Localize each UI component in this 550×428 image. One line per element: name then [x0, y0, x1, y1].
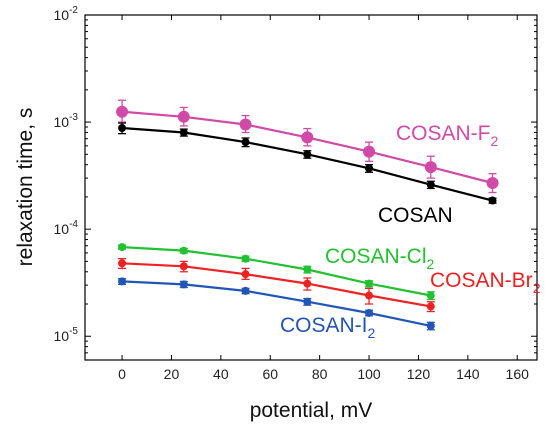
- data-point: [179, 262, 188, 271]
- y-tick-exponent: -5: [69, 326, 78, 337]
- data-point: [118, 259, 127, 268]
- series-label: COSAN: [378, 204, 453, 227]
- plot-area-border: [84, 14, 538, 361]
- series-group: [116, 99, 499, 194]
- data-point: [424, 161, 437, 174]
- data-point: [118, 243, 127, 252]
- series-layer: [116, 99, 499, 331]
- x-tick-label: 140: [456, 366, 480, 382]
- data-point: [179, 246, 188, 255]
- x-tick-label: 160: [506, 366, 530, 382]
- data-point: [239, 118, 252, 131]
- series-label: COSAN-I2: [280, 314, 376, 341]
- series-label-subscript: 2: [533, 280, 541, 296]
- series-group: [118, 277, 435, 331]
- x-tick-label: 0: [118, 366, 126, 382]
- x-tick-label: 40: [213, 366, 229, 382]
- x-tick-label: 120: [407, 366, 431, 382]
- data-point: [365, 164, 374, 173]
- series-label-base: COSAN-I: [280, 314, 368, 337]
- data-point: [426, 321, 435, 330]
- y-tick-base: 10: [54, 114, 70, 130]
- data-point: [179, 280, 188, 289]
- series-label: COSAN-F2: [396, 122, 499, 149]
- series-group: [118, 243, 435, 301]
- y-tick-base: 10: [54, 221, 70, 237]
- y-tick-label: 10-4: [54, 219, 79, 237]
- series-label-base: COSAN-Cl: [325, 245, 427, 268]
- x-axis-title: potential, mV: [250, 399, 373, 422]
- series-label-base: COSAN-Br: [430, 269, 533, 292]
- series-line: [121, 280, 432, 327]
- data-point: [426, 291, 435, 300]
- series-line: [121, 262, 431, 308]
- series-label-subscript: 2: [427, 256, 435, 272]
- data-point: [118, 277, 127, 286]
- series-label-base: COSAN: [378, 204, 453, 227]
- data-point: [303, 150, 312, 159]
- data-point: [241, 138, 250, 147]
- y-axis-title: relaxation time, s: [14, 108, 37, 267]
- y-tick-label: 10-3: [54, 112, 79, 130]
- data-point: [303, 279, 312, 288]
- series-label-base: COSAN-F: [396, 122, 491, 145]
- data-point: [488, 196, 497, 205]
- data-point: [426, 180, 435, 189]
- y-tick-base: 10: [54, 7, 70, 23]
- y-tick-exponent: -4: [69, 219, 78, 230]
- data-point: [303, 265, 312, 274]
- data-point: [116, 105, 129, 118]
- series-label: COSAN-Br2: [430, 269, 541, 296]
- series-label: COSAN-Cl2: [325, 245, 435, 272]
- y-tick-base: 10: [54, 328, 70, 344]
- data-point: [118, 124, 127, 133]
- data-point: [177, 110, 190, 123]
- y-tick-label: 10-5: [54, 326, 79, 344]
- data-point: [426, 302, 435, 311]
- data-point: [303, 297, 312, 306]
- x-tick-label: 80: [312, 366, 328, 382]
- data-point: [301, 131, 314, 144]
- plot-frame-layer: [84, 14, 538, 361]
- x-tick-label: 100: [357, 366, 381, 382]
- data-point: [365, 279, 374, 288]
- data-point: [179, 128, 188, 137]
- y-tick-exponent: -2: [69, 5, 78, 16]
- series-line: [121, 246, 432, 297]
- series-label-subscript: 2: [368, 325, 376, 341]
- data-point: [486, 176, 499, 189]
- y-tick-exponent: -3: [69, 112, 78, 123]
- x-tick-label: 60: [262, 366, 278, 382]
- data-point: [365, 308, 374, 317]
- data-point: [363, 145, 376, 158]
- x-tick-label: 20: [164, 366, 180, 382]
- data-point: [365, 291, 374, 300]
- series-group: [118, 122, 497, 205]
- data-point: [241, 254, 250, 263]
- series-label-subscript: 2: [491, 133, 499, 149]
- data-point: [241, 286, 250, 295]
- data-point: [241, 270, 250, 279]
- y-tick-label: 10-2: [54, 5, 79, 23]
- series-group: [118, 258, 435, 313]
